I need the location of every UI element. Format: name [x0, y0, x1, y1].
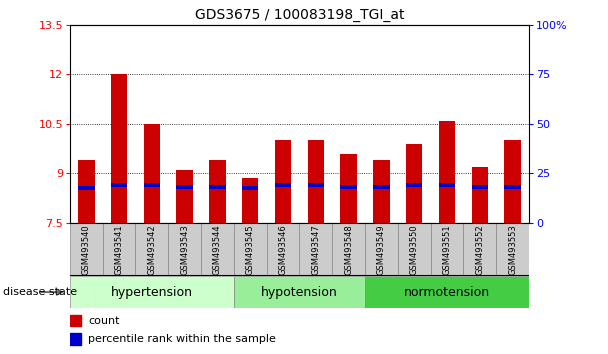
Bar	[70, 276, 234, 308]
Bar	[505, 141, 521, 223]
Bar	[70, 223, 103, 276]
Bar	[242, 186, 258, 190]
Bar	[406, 144, 423, 223]
Bar	[70, 333, 81, 345]
Text: GSM493549: GSM493549	[377, 224, 386, 275]
Bar	[340, 184, 357, 189]
Bar	[365, 223, 398, 276]
Bar	[439, 121, 455, 223]
Bar	[472, 184, 488, 189]
Bar	[308, 183, 324, 187]
Text: GSM493542: GSM493542	[147, 224, 156, 275]
Bar	[340, 154, 357, 223]
Bar	[234, 223, 267, 276]
Bar	[267, 223, 300, 276]
Bar	[209, 184, 226, 189]
Text: GSM493551: GSM493551	[443, 224, 452, 275]
Bar	[143, 124, 160, 223]
Text: GSM493553: GSM493553	[508, 224, 517, 275]
Text: hypertension: hypertension	[111, 286, 193, 298]
Bar	[168, 223, 201, 276]
Bar	[365, 276, 529, 308]
Bar	[308, 141, 324, 223]
Bar	[373, 184, 390, 189]
Bar	[373, 160, 390, 223]
Text: hypotension: hypotension	[261, 286, 338, 298]
Bar	[70, 315, 81, 326]
Text: GSM493552: GSM493552	[475, 224, 485, 275]
Bar	[111, 183, 127, 187]
Bar	[439, 183, 455, 187]
Text: GSM493550: GSM493550	[410, 224, 419, 275]
Text: disease state: disease state	[3, 287, 77, 297]
Bar	[136, 223, 168, 276]
Text: GSM493544: GSM493544	[213, 224, 222, 275]
Bar	[78, 160, 94, 223]
Bar	[143, 183, 160, 187]
Text: GSM493545: GSM493545	[246, 224, 255, 275]
Bar	[406, 183, 423, 187]
Bar	[430, 223, 463, 276]
Bar	[103, 223, 136, 276]
Bar	[242, 178, 258, 223]
Bar	[111, 74, 127, 223]
Bar	[275, 183, 291, 187]
Text: GSM493548: GSM493548	[344, 224, 353, 275]
Text: GSM493547: GSM493547	[311, 224, 320, 275]
Bar	[398, 223, 430, 276]
Text: normotension: normotension	[404, 286, 490, 298]
Text: percentile rank within the sample: percentile rank within the sample	[88, 334, 276, 344]
Bar	[176, 170, 193, 223]
Text: GSM493541: GSM493541	[114, 224, 123, 275]
Bar	[209, 160, 226, 223]
Bar	[275, 141, 291, 223]
Text: GSM493546: GSM493546	[278, 224, 288, 275]
Bar	[201, 223, 234, 276]
Title: GDS3675 / 100083198_TGI_at: GDS3675 / 100083198_TGI_at	[195, 8, 404, 22]
Bar	[234, 276, 365, 308]
Text: count: count	[88, 316, 120, 326]
Bar	[496, 223, 529, 276]
Bar	[472, 167, 488, 223]
Bar	[78, 186, 94, 190]
Text: GSM493543: GSM493543	[180, 224, 189, 275]
Bar	[505, 184, 521, 189]
Text: GSM493540: GSM493540	[82, 224, 91, 275]
Bar	[332, 223, 365, 276]
Bar	[176, 184, 193, 189]
Bar	[300, 223, 332, 276]
Bar	[463, 223, 496, 276]
